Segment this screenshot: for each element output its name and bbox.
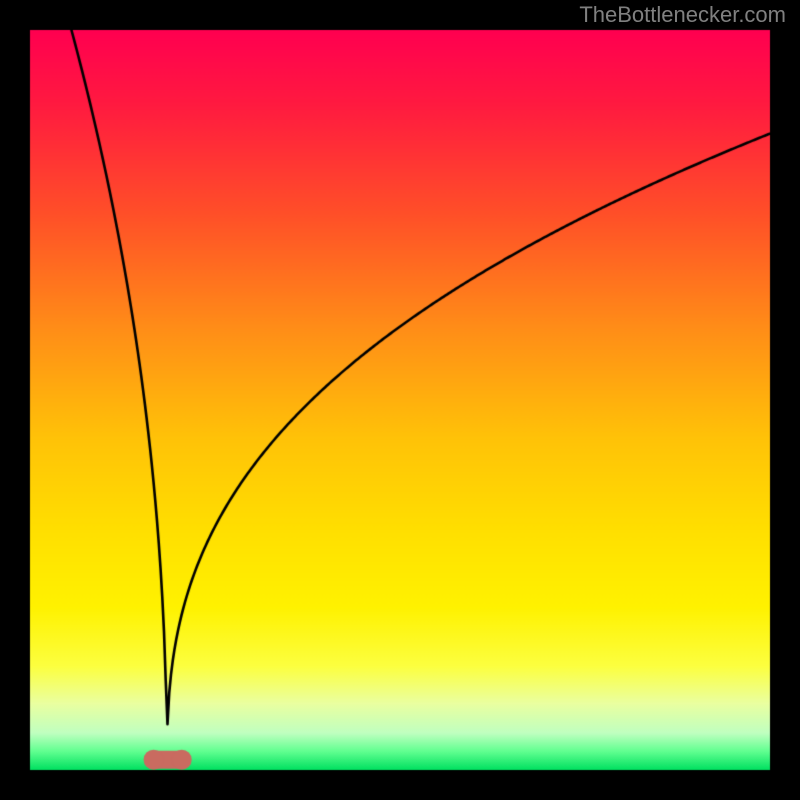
chart-container: TheBottlenecker.com xyxy=(0,0,800,800)
bottleneck-chart-canvas xyxy=(0,0,800,800)
attribution-watermark: TheBottlenecker.com xyxy=(579,2,786,28)
